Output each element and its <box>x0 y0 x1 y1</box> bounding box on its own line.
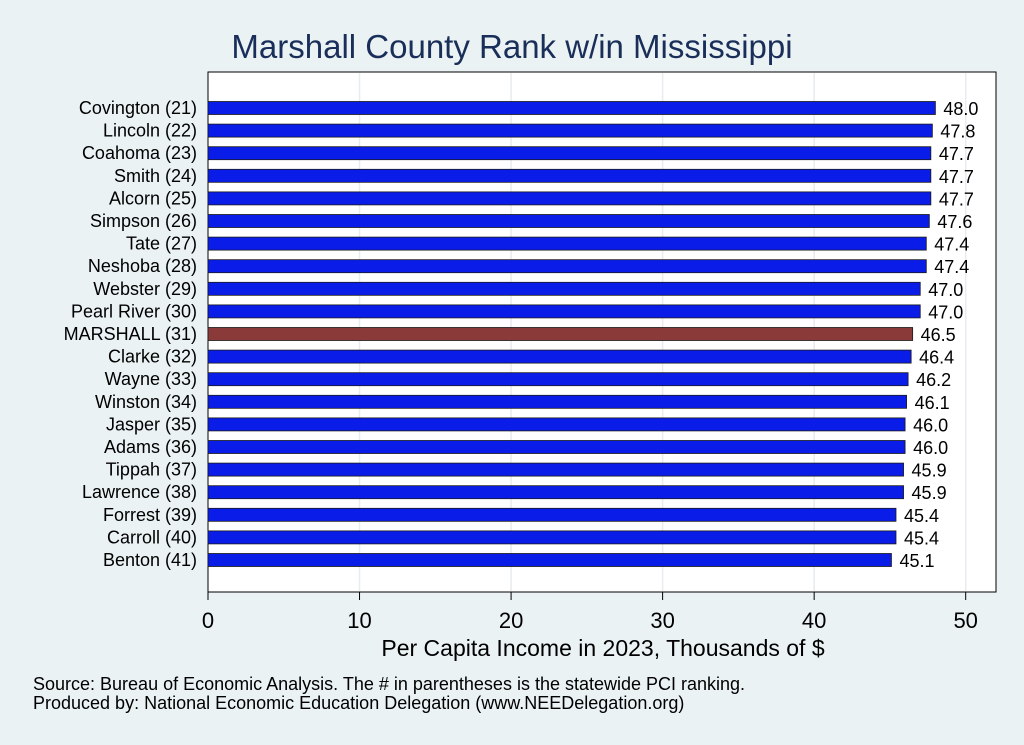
producer-note: Produced by: National Economic Education… <box>33 693 685 713</box>
category-label: Neshoba (28) <box>88 256 197 276</box>
category-label: Benton (41) <box>103 550 197 570</box>
value-label: 46.0 <box>913 438 948 458</box>
category-label: Forrest (39) <box>103 505 197 525</box>
value-label: 45.4 <box>904 506 939 526</box>
value-label: 45.9 <box>912 483 947 503</box>
category-label: Covington (21) <box>79 98 197 118</box>
value-label: 45.1 <box>899 551 934 571</box>
bar <box>207 123 933 138</box>
value-label: 46.5 <box>921 325 956 345</box>
category-label: Webster (29) <box>93 279 197 299</box>
bar <box>207 485 904 500</box>
bar <box>207 281 921 296</box>
bars <box>207 101 936 567</box>
category-label: Lawrence (38) <box>82 482 197 502</box>
x-tick-label: 30 <box>650 608 674 633</box>
value-label: 47.4 <box>934 235 969 255</box>
category-label: Jasper (35) <box>106 414 197 434</box>
chart-title: Marshall County Rank w/in Mississippi <box>231 28 792 65</box>
bar <box>207 236 927 251</box>
bar <box>207 259 927 274</box>
value-label: 46.2 <box>916 370 951 390</box>
bar <box>207 214 930 228</box>
x-axis-ticks: 0 10 20 30 40 50 <box>202 592 978 633</box>
value-label: 46.4 <box>919 348 954 368</box>
bar <box>207 349 912 364</box>
category-label: Carroll (40) <box>107 527 197 547</box>
value-labels: 48.047.847.747.747.747.647.447.447.047.0… <box>899 99 978 571</box>
bar <box>207 146 932 161</box>
x-tick-label: 50 <box>953 608 977 633</box>
bar <box>207 191 932 206</box>
x-tick-label: 40 <box>802 608 826 633</box>
category-label: Winston (34) <box>95 392 197 412</box>
value-label: 48.0 <box>943 99 978 119</box>
bar <box>207 417 906 432</box>
value-label: 45.4 <box>904 528 939 548</box>
bar <box>207 372 909 387</box>
value-label: 45.9 <box>912 461 947 481</box>
bar <box>207 168 932 183</box>
category-label: Simpson (26) <box>90 211 197 231</box>
category-label: Clarke (32) <box>108 347 197 367</box>
value-label: 47.0 <box>928 302 963 322</box>
bar <box>207 440 906 454</box>
category-label: Lincoln (22) <box>103 121 197 141</box>
category-label: MARSHALL (31) <box>64 324 197 344</box>
bar <box>207 394 907 409</box>
x-tick-label: 20 <box>499 608 523 633</box>
category-label: Alcorn (25) <box>109 188 197 208</box>
bar <box>207 304 921 319</box>
bar <box>207 327 914 341</box>
value-label: 47.4 <box>934 257 969 277</box>
value-label: 47.7 <box>939 167 974 187</box>
category-label: Adams (36) <box>104 437 197 457</box>
category-label: Wayne (33) <box>105 369 197 389</box>
bar <box>207 101 936 115</box>
bar <box>207 462 904 477</box>
bar <box>207 530 897 545</box>
value-label: 47.8 <box>940 122 975 142</box>
value-label: 47.6 <box>937 212 972 232</box>
source-note: Source: Bureau of Economic Analysis. The… <box>33 674 746 694</box>
value-label: 46.1 <box>915 393 950 413</box>
x-axis-label: Per Capita Income in 2023, Thousands of … <box>381 635 824 661</box>
category-label: Pearl River (30) <box>71 301 197 321</box>
category-label: Tippah (37) <box>106 460 197 480</box>
value-label: 46.0 <box>913 415 948 435</box>
x-tick-label: 10 <box>347 608 371 633</box>
bar-chart: Marshall County Rank w/in Mississippi Co… <box>64 28 997 661</box>
category-label: Smith (24) <box>114 166 197 186</box>
value-label: 47.0 <box>928 280 963 300</box>
category-labels: Covington (21) Lincoln (22)Coahoma (23) Sm… <box>64 98 197 570</box>
value-label: 47.7 <box>939 189 974 209</box>
bar <box>207 507 897 522</box>
x-tick-label: 0 <box>202 608 214 633</box>
value-label: 47.7 <box>939 144 974 164</box>
category-label: Coahoma (23) <box>82 143 197 163</box>
bar <box>207 553 892 567</box>
category-label: Tate (27) <box>126 234 197 254</box>
